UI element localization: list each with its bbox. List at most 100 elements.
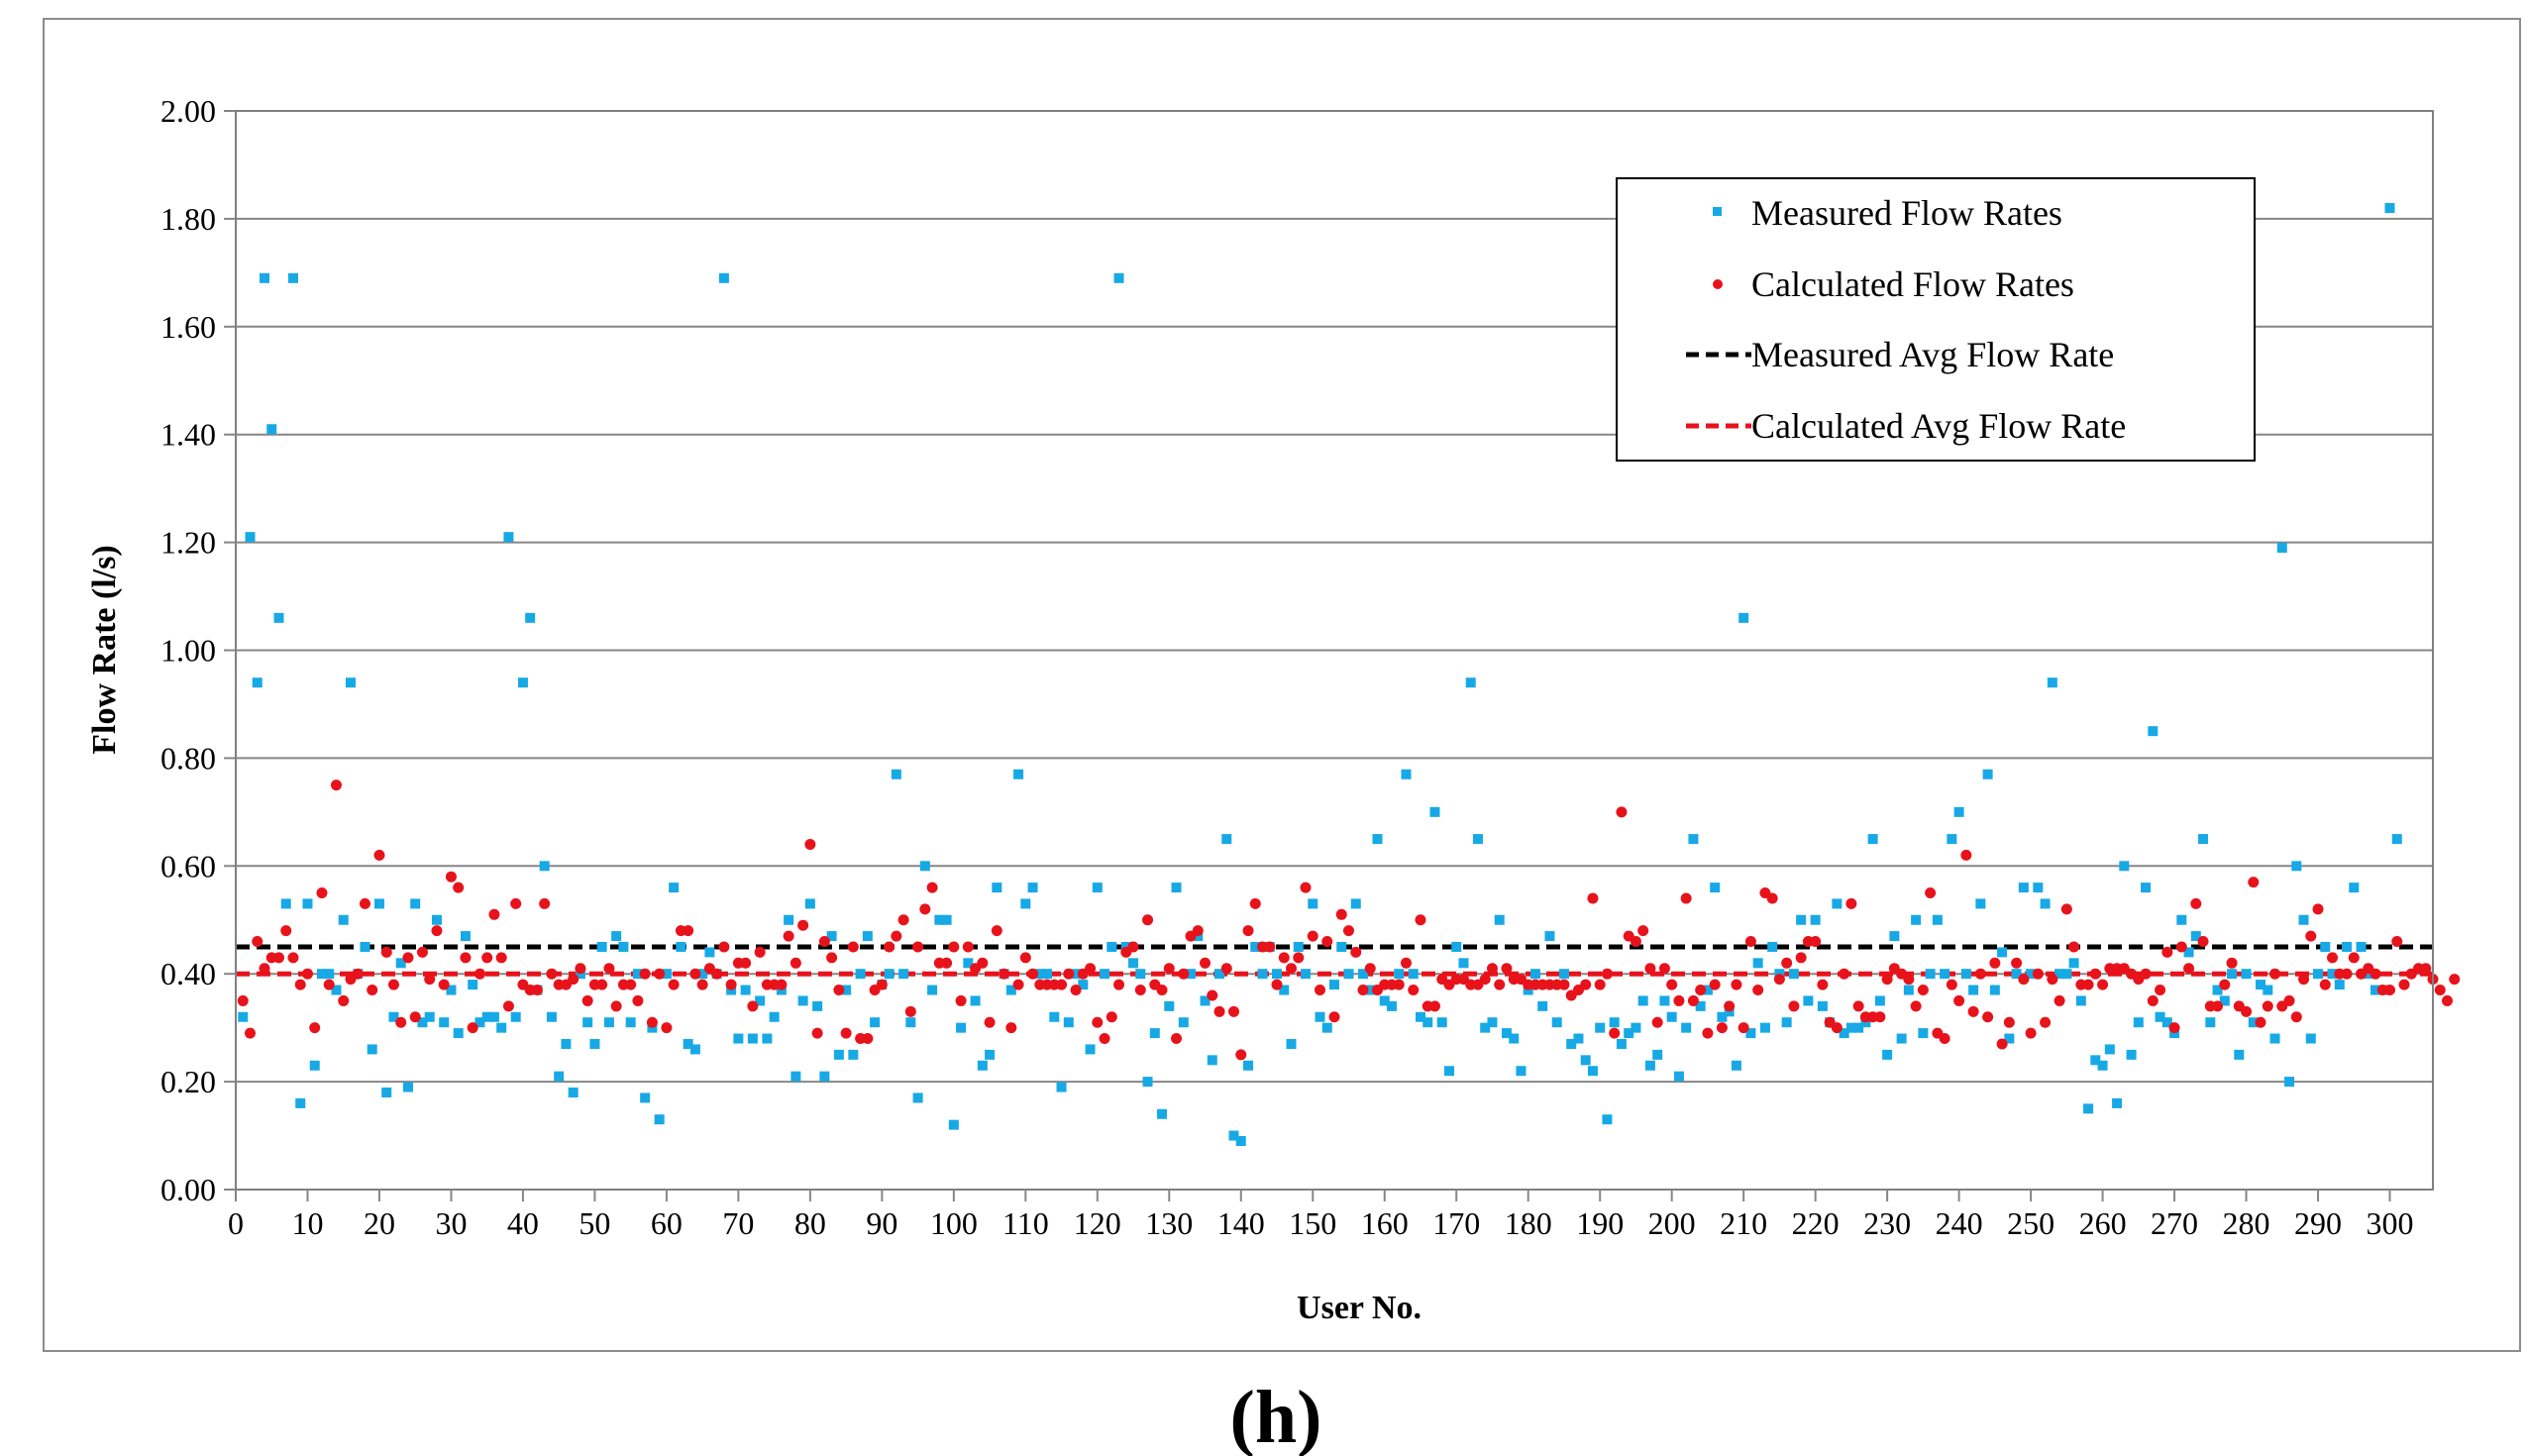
calculated-point <box>280 925 292 937</box>
calculated-point <box>272 952 284 964</box>
measured-point <box>683 1038 693 1049</box>
calculated-point <box>2155 985 2166 996</box>
measured-point <box>841 985 852 995</box>
measured-point <box>287 272 298 283</box>
measured-point <box>912 1092 923 1103</box>
measured-point <box>316 969 327 980</box>
x-tick-label: 110 <box>1002 1205 1049 1241</box>
measured-point <box>1171 883 1182 893</box>
calculated-point <box>2089 968 2101 980</box>
measured-point <box>2061 969 2072 980</box>
calculated-point <box>1744 936 1756 948</box>
measured-point <box>517 677 528 688</box>
measured-point <box>1566 1038 1577 1049</box>
measured-point <box>1078 980 1089 990</box>
measured-point <box>1135 969 1146 980</box>
x-tick-label: 230 <box>1863 1205 1911 1241</box>
calculated-point <box>1350 946 1362 958</box>
calculated-point <box>1106 1011 1117 1023</box>
measured-point <box>481 1011 492 1022</box>
calculated-point <box>460 952 472 964</box>
x-tick-label: 180 <box>1505 1205 1552 1241</box>
calculated-point <box>668 979 680 990</box>
calculated-point <box>1724 1000 1736 1012</box>
calculated-point <box>862 1033 874 1045</box>
calculated-point <box>2018 974 2030 986</box>
measured-point <box>1609 1017 1620 1028</box>
measured-point <box>1451 941 1462 952</box>
x-tick-label: 220 <box>1792 1205 1840 1241</box>
calculated-point <box>1012 979 1024 990</box>
measured-point <box>238 1011 249 1022</box>
calculated-point <box>424 974 436 986</box>
x-tick-label: 170 <box>1432 1205 1480 1241</box>
measured-point <box>381 1087 392 1097</box>
measured-point <box>2026 969 2037 980</box>
measured-point <box>2212 985 2223 995</box>
calculated-point <box>1056 979 1068 990</box>
measured-point <box>2090 1055 2101 1066</box>
calculated-point <box>1113 979 1125 990</box>
calculated-point <box>1207 989 1218 1001</box>
measured-point <box>1056 1082 1067 1092</box>
calculated-point <box>1085 963 1097 975</box>
calculated-point <box>1558 979 1570 990</box>
measured-point <box>1631 1022 1641 1033</box>
legend-label-measured-avg: Measured Avg Flow Rate <box>1751 335 2114 374</box>
measured-point <box>1005 985 1016 995</box>
calculated-point <box>301 968 313 980</box>
measured-point <box>345 677 356 688</box>
measured-point <box>2234 1049 2245 1060</box>
measured-point <box>1157 1108 1168 1119</box>
calculated-point <box>804 839 816 851</box>
measured-point <box>1602 1114 1613 1125</box>
measured-point <box>1975 898 1986 909</box>
calculated-point <box>1839 968 1850 980</box>
measured-point <box>488 1011 499 1022</box>
calculated-point <box>352 968 364 980</box>
measured-point <box>2291 861 2302 872</box>
measured-point <box>331 985 342 995</box>
calculated-point <box>1364 963 1376 975</box>
measured-point <box>2068 958 2079 969</box>
x-tick-label: 130 <box>1145 1205 1193 1241</box>
measured-point <box>1644 1060 1655 1071</box>
measured-point <box>309 1060 320 1071</box>
measured-point <box>689 1044 700 1055</box>
measured-point <box>1228 1130 1239 1141</box>
calculated-point <box>395 1016 407 1028</box>
measured-point <box>2205 1017 2216 1028</box>
calculated-point <box>416 946 428 958</box>
calculated-point <box>244 1027 256 1039</box>
measured-point <box>259 272 269 283</box>
measured-point <box>1286 1038 1297 1049</box>
measured-point <box>1501 1028 1512 1039</box>
calculated-point <box>1408 985 1420 996</box>
measured-point <box>1673 1071 1684 1082</box>
x-tick-label: 280 <box>2223 1205 2270 1241</box>
measured-point <box>1767 941 1778 952</box>
measured-point <box>388 1011 399 1022</box>
measured-point <box>410 898 421 909</box>
measured-point <box>266 424 277 435</box>
calculated-point <box>531 985 543 996</box>
measured-point <box>1329 980 1339 990</box>
measured-point <box>1832 898 1843 909</box>
calculated-point <box>294 979 306 990</box>
measured-point <box>474 1017 485 1028</box>
measured-point <box>1049 1011 1060 1022</box>
measured-point <box>2141 883 2152 893</box>
calculated-point <box>1960 849 1972 861</box>
measured-point <box>1013 769 1024 780</box>
y-tick-label: 1.80 <box>160 201 216 237</box>
calculated-point <box>2319 979 2331 990</box>
measured-point <box>1429 806 1440 817</box>
measured-point <box>2320 941 2331 952</box>
measured-point <box>654 1114 665 1125</box>
calculated-point <box>919 903 931 915</box>
measured-point <box>1071 969 1082 980</box>
measured-point <box>1315 1011 1325 1022</box>
measured-point <box>826 931 837 942</box>
calculated-point <box>1163 963 1175 975</box>
measured-point <box>2104 1044 2115 1055</box>
